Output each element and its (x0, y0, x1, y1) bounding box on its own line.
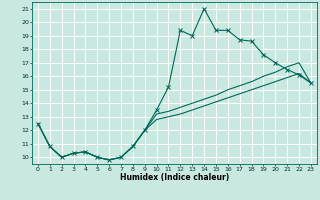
X-axis label: Humidex (Indice chaleur): Humidex (Indice chaleur) (120, 173, 229, 182)
